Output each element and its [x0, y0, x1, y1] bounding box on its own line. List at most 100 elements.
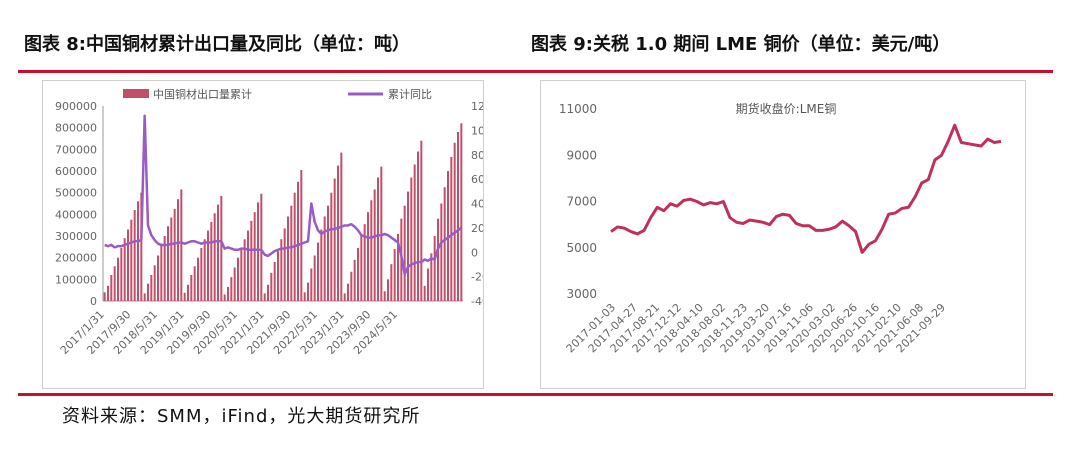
export-bar	[383, 291, 386, 301]
export-bar	[300, 169, 303, 301]
export-bar	[107, 285, 109, 301]
legend-label-line: 累计同比	[388, 88, 432, 101]
export-bar	[257, 202, 259, 301]
export-bar	[313, 255, 316, 301]
export-bar	[373, 189, 376, 301]
export-bar	[367, 212, 369, 301]
export-bar	[210, 221, 213, 301]
export-bar	[277, 251, 279, 301]
export-bar	[413, 164, 416, 301]
export-bar	[213, 213, 216, 301]
export-bar	[113, 266, 116, 301]
left-y-tick-label: 800000	[55, 122, 97, 135]
export-bar	[450, 156, 453, 301]
export-bar	[143, 293, 146, 301]
source-note: 资料来源：SMM，iFind，光大期货研究所	[62, 406, 421, 427]
export-bar	[460, 123, 463, 301]
export-bar	[390, 264, 393, 301]
lme-price-line	[610, 123, 1002, 254]
export-bar	[343, 293, 346, 301]
export-bar	[423, 285, 426, 301]
export-bar	[453, 142, 456, 301]
figure-8-title: 图表 8:中国铜材累计出口量及同比（单位：吨）	[24, 34, 410, 55]
copper-export-chart: 中国铜材出口量累计 累计同比 0 100000 200000 300000 400000 50…	[55, 87, 492, 357]
left-y-tick-label: 400000	[55, 208, 97, 221]
export-bar	[430, 253, 433, 301]
export-bar	[180, 189, 183, 301]
legend-swatch-bar	[123, 89, 149, 98]
export-bar	[393, 249, 396, 301]
export-bar	[207, 230, 209, 301]
export-bar	[370, 200, 373, 301]
copper-export-chart-panel: 中国铜材出口量累计 累计同比 0 100000 200000 300000 400000 50…	[42, 80, 492, 389]
export-bar	[330, 192, 333, 301]
export-bar	[440, 203, 443, 301]
export-bar	[127, 229, 129, 301]
export-bar	[157, 255, 159, 301]
export-bar	[193, 266, 196, 301]
export-bar	[263, 293, 266, 301]
export-bar	[250, 220, 253, 301]
left-y-tick-label: 200000	[55, 252, 97, 265]
export-bar	[187, 284, 189, 301]
export-bar	[303, 292, 306, 301]
export-bar	[110, 275, 113, 301]
left-y-tick-label: 0	[90, 295, 97, 308]
export-bar	[227, 286, 229, 301]
export-bar	[120, 247, 123, 301]
export-bar	[323, 216, 326, 301]
export-bar	[310, 268, 313, 301]
export-bar	[363, 224, 366, 301]
export-bar	[357, 247, 359, 301]
lme-copper-chart: 期货收盘价:LME铜3000500070009000110002017-01-0…	[559, 101, 1002, 355]
export-bar	[270, 272, 273, 301]
export-bar	[177, 199, 179, 301]
export-bar	[167, 226, 169, 301]
right-y-tick-label: 40	[471, 198, 483, 211]
right-y-tick-label: 60	[471, 173, 483, 186]
export-bar	[360, 236, 363, 301]
left-y-tick-label: 100000	[55, 273, 97, 286]
export-bar	[130, 219, 133, 301]
export-bar	[427, 268, 429, 301]
export-bar	[280, 239, 283, 301]
right-y-tick-label: -40	[471, 295, 483, 308]
export-bar	[327, 205, 329, 301]
right-y-tick-label: 80	[471, 149, 483, 162]
export-bar	[170, 217, 173, 301]
left-y-tick-label: 600000	[55, 165, 97, 178]
bottom-red-divider	[18, 393, 1053, 396]
export-bar	[183, 292, 186, 301]
export-bar	[147, 283, 149, 301]
export-bar	[353, 259, 356, 301]
y-tick-label: 7000	[566, 195, 597, 209]
export-bar	[380, 166, 383, 301]
export-bar	[407, 191, 409, 301]
left-y-tick-label: 500000	[55, 187, 97, 200]
export-bar	[437, 218, 439, 301]
export-bar	[350, 271, 353, 301]
export-bar	[200, 247, 203, 301]
export-bar	[150, 275, 153, 301]
export-bar	[140, 192, 143, 301]
chart-legend: 中国铜材出口量累计 累计同比	[123, 87, 432, 101]
export-bar	[267, 284, 269, 301]
export-bar	[160, 245, 163, 301]
export-bar	[223, 294, 226, 301]
export-bar	[133, 210, 136, 301]
export-bar	[297, 181, 299, 301]
export-bar	[190, 275, 193, 301]
right-y-tick-label: -20	[471, 271, 483, 284]
yoy-line	[104, 114, 463, 276]
export-bar	[287, 216, 289, 301]
export-bar	[117, 257, 119, 301]
y-tick-label: 11000	[559, 102, 597, 116]
export-bar	[317, 242, 319, 301]
export-bar	[433, 236, 436, 301]
legend-label-bar: 中国铜材出口量累计	[153, 87, 252, 101]
export-bar	[420, 140, 423, 301]
export-bar	[417, 151, 419, 301]
export-bar	[217, 204, 219, 301]
export-bars	[103, 123, 463, 301]
export-bar	[220, 195, 223, 301]
